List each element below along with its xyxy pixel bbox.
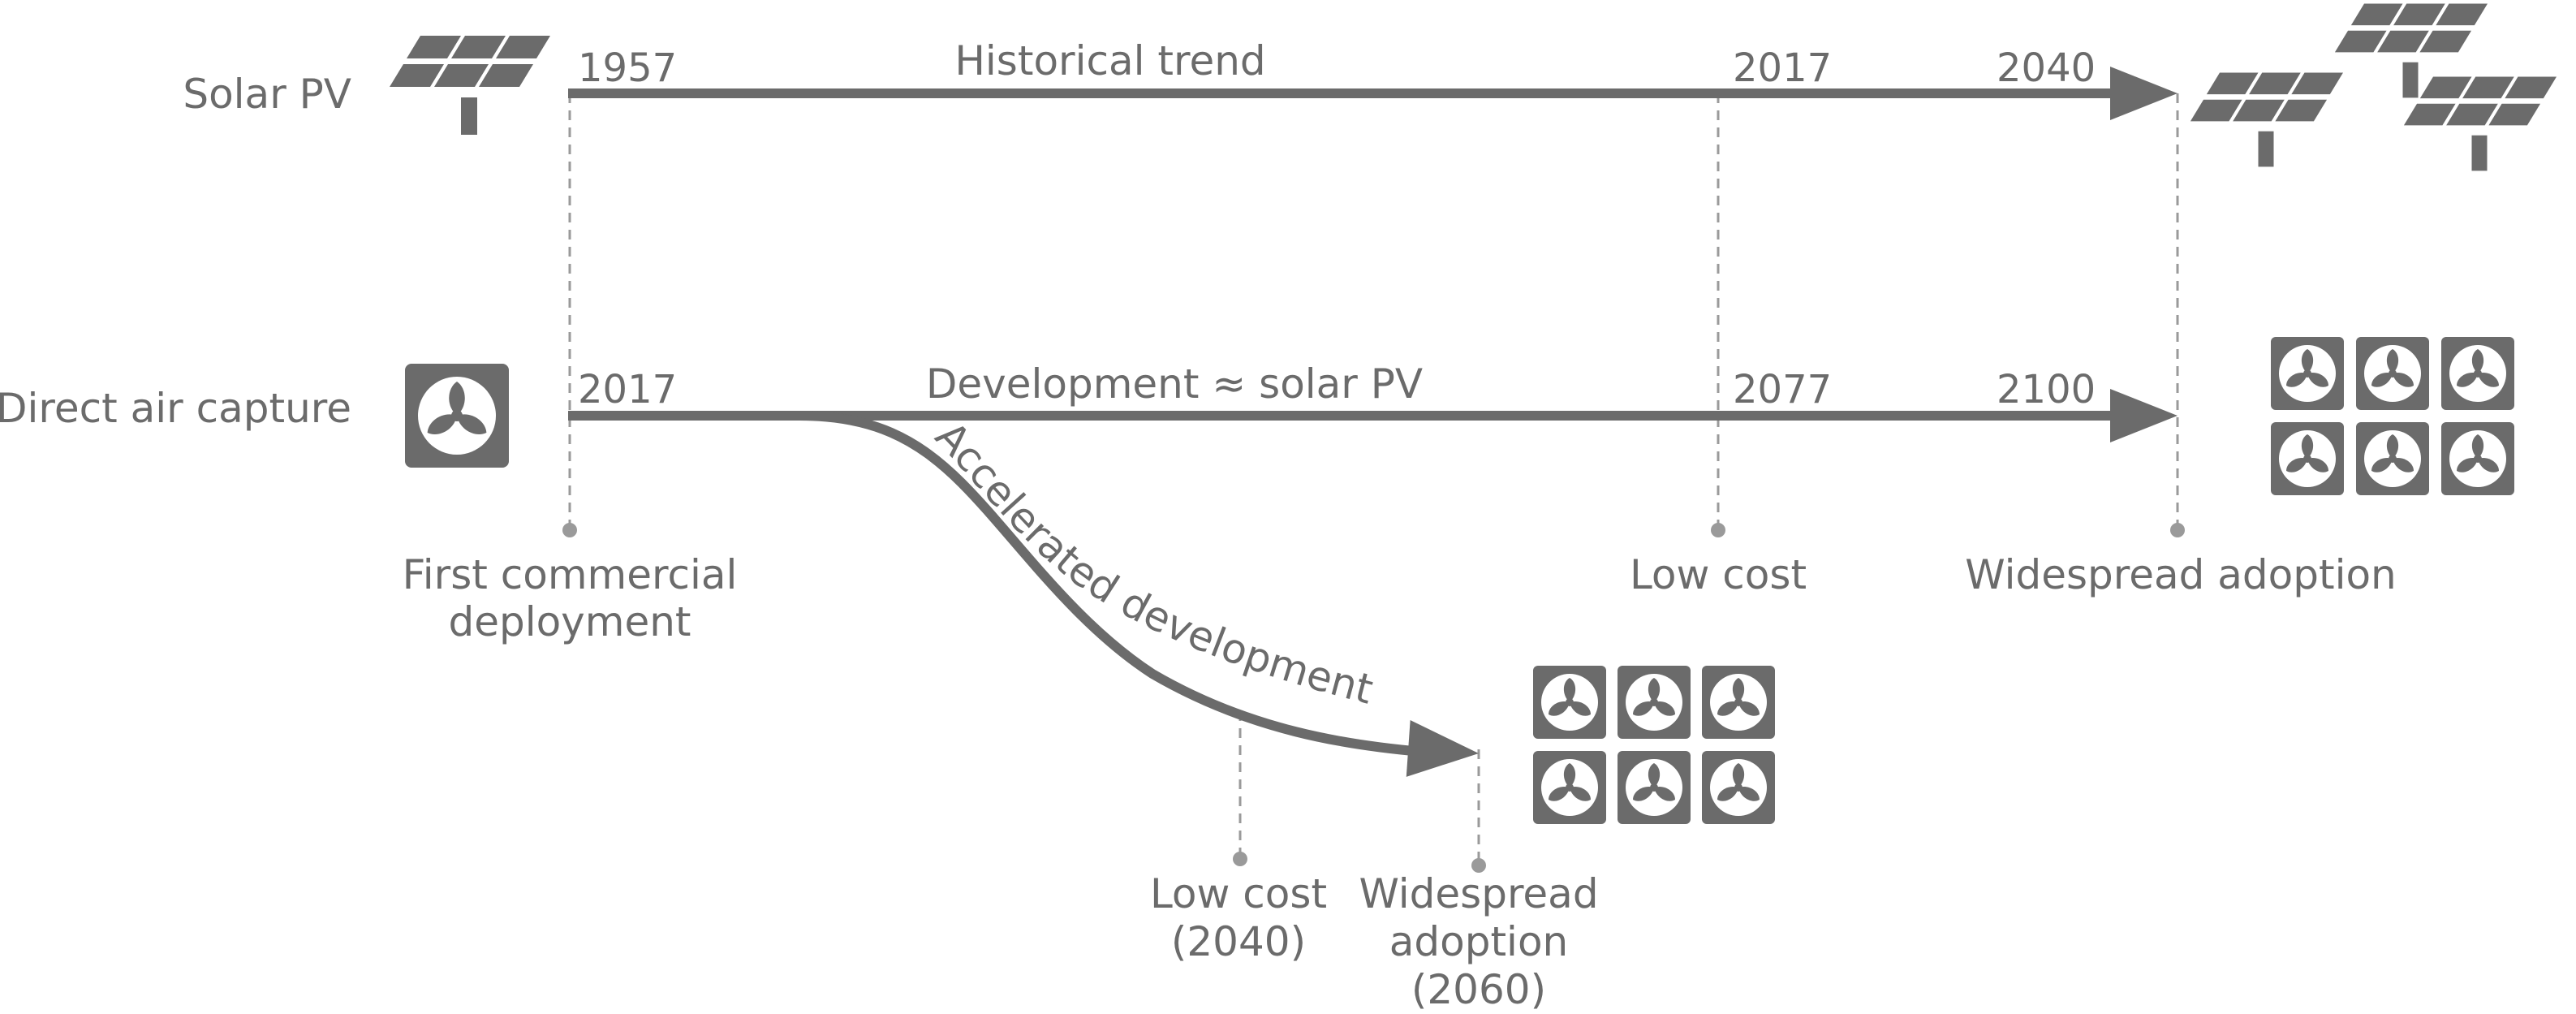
solar-panel-icon	[390, 36, 550, 135]
fan-icon-grid-right	[2271, 337, 2514, 495]
fan-icon	[2441, 422, 2514, 495]
accelerated-low-cost-line1: Low cost	[1150, 870, 1327, 917]
accelerated-widespread-line1: Widespread	[1359, 870, 1598, 917]
fan-icon	[1702, 666, 1775, 739]
dac-year-widespread: 2100	[1997, 367, 2096, 412]
fan-icon-grid-bottom	[1533, 666, 1775, 824]
accelerated-arrowhead	[1406, 720, 1479, 777]
solar-caption: Historical trend	[954, 37, 1265, 84]
milestone-widespread: Widespread adoption	[1965, 551, 2397, 598]
milestone-low-cost: Low cost	[1630, 551, 1807, 598]
fan-icon	[1702, 751, 1775, 824]
solar-year-start: 1957	[578, 45, 677, 91]
fan-icon	[1533, 666, 1606, 739]
fan-icon	[2356, 337, 2429, 410]
dac-year-low-cost: 2077	[1733, 367, 1832, 412]
fan-icon	[2271, 337, 2344, 410]
dac-caption: Development ≈ solar PV	[926, 360, 1423, 408]
dac-year-start: 2017	[578, 367, 677, 412]
fan-icon	[2441, 337, 2514, 410]
first-deployment-marker	[562, 523, 577, 537]
accelerated-development-arrow	[799, 411, 1423, 757]
widespread-marker	[2170, 523, 2185, 537]
solar-panel-icon	[2190, 72, 2343, 167]
accelerated-widespread-line3: (2060)	[1411, 966, 1546, 1013]
accelerated-low-cost-line2: (2040)	[1171, 918, 1306, 965]
row-label-solar-pv: Solar PV	[183, 71, 351, 118]
dac-arrowhead	[2110, 389, 2178, 442]
solar-panel-icon	[2403, 76, 2557, 171]
fan-icon	[405, 364, 509, 468]
row-label-direct-air-capture: Direct air capture	[0, 385, 351, 432]
low-cost-marker	[1711, 523, 1725, 537]
solar-year-low-cost: 2017	[1733, 45, 1832, 91]
fan-icon	[1618, 751, 1691, 824]
fan-icon	[1533, 751, 1606, 824]
solar-arrowhead	[2110, 67, 2178, 120]
fan-icon	[1618, 666, 1691, 739]
fan-icon	[2356, 422, 2429, 495]
accelerated-widespread-line2: adoption	[1389, 918, 1568, 965]
accelerated-low-cost-marker	[1233, 852, 1247, 866]
solar-year-widespread: 2040	[1997, 45, 2096, 91]
milestone-first-line2: deployment	[448, 598, 691, 645]
accelerated-widespread-marker	[1471, 858, 1486, 873]
milestone-first-line1: First commercial	[403, 551, 738, 598]
fan-icon	[2271, 422, 2344, 495]
